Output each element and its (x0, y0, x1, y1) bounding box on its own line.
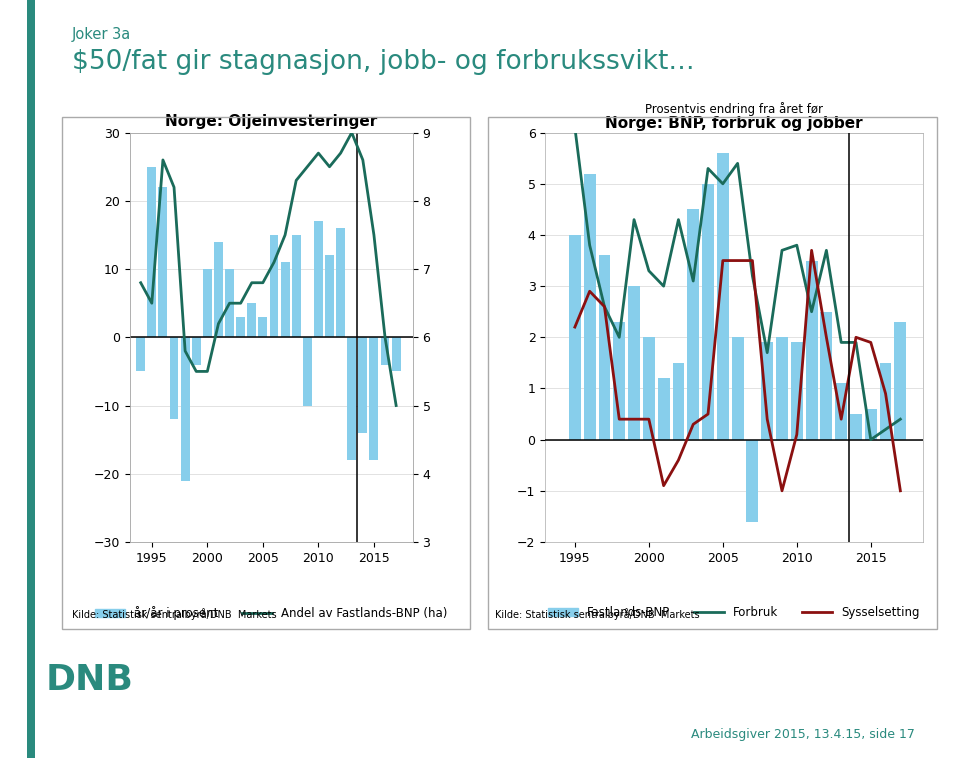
Bar (761, 343, 773, 440)
Bar (358, 337, 368, 433)
Bar (821, 312, 832, 440)
Bar (203, 269, 212, 337)
Bar (613, 322, 625, 440)
Bar (314, 221, 323, 337)
Bar (850, 414, 862, 440)
Bar (895, 322, 906, 440)
Bar (192, 337, 201, 365)
Bar (148, 167, 156, 337)
Bar (791, 343, 803, 440)
Bar (865, 409, 876, 440)
Bar (658, 378, 669, 440)
Bar (717, 153, 729, 440)
Bar (225, 269, 234, 337)
Bar (776, 337, 788, 440)
Bar (628, 286, 640, 440)
Bar (325, 255, 334, 337)
Bar (292, 235, 300, 337)
Bar (835, 384, 847, 440)
Bar (687, 209, 699, 440)
Bar (236, 317, 245, 337)
Text: Kilde: Statistisk sentralbyrå/DNB  Markets: Kilde: Statistisk sentralbyrå/DNB Market… (72, 608, 276, 620)
Bar (214, 242, 223, 337)
Bar (248, 303, 256, 337)
Bar (702, 184, 714, 440)
Bar (805, 261, 818, 440)
Bar (392, 337, 400, 371)
Text: Joker 3a: Joker 3a (72, 27, 132, 42)
Title: Norge: Oljeinvesteringer: Norge: Oljeinvesteringer (165, 114, 377, 129)
Bar (336, 228, 345, 337)
Legend: Fastlands-BNP, Forbruk, Sysselsetting: Fastlands-BNP, Forbruk, Sysselsetting (543, 601, 924, 624)
Bar (643, 337, 655, 440)
Bar (170, 337, 179, 419)
Bar (370, 337, 378, 460)
Text: Kilde: Statistisk sentralbyrå/DNB  Markets: Kilde: Statistisk sentralbyrå/DNB Market… (495, 608, 700, 620)
Bar (136, 337, 145, 371)
Bar (569, 235, 581, 440)
Text: DNB: DNB (46, 663, 134, 697)
Bar (598, 255, 611, 440)
Legend: år/år i prosent, Andel av Fastlands-BNP (ha): år/år i prosent, Andel av Fastlands-BNP … (90, 601, 452, 625)
Bar (270, 235, 278, 337)
Text: Arbeidsgiver 2015, 13.4.15, side 17: Arbeidsgiver 2015, 13.4.15, side 17 (691, 728, 915, 741)
Bar (280, 262, 290, 337)
Bar (158, 187, 167, 337)
Title: Norge: BNP, forbruk og jobber: Norge: BNP, forbruk og jobber (605, 117, 863, 131)
Bar (302, 337, 312, 406)
Text: Prosentvis endring fra året før: Prosentvis endring fra året før (645, 102, 823, 116)
Bar (879, 363, 892, 440)
Bar (258, 317, 267, 337)
Bar (180, 337, 189, 481)
Bar (584, 174, 595, 440)
Bar (380, 337, 390, 365)
Bar (747, 440, 758, 522)
Bar (348, 337, 356, 460)
Bar (732, 337, 744, 440)
Text: $50/fat gir stagnasjon, jobb- og forbrukssvikt…: $50/fat gir stagnasjon, jobb- og forbruk… (72, 49, 695, 75)
Bar (673, 363, 684, 440)
